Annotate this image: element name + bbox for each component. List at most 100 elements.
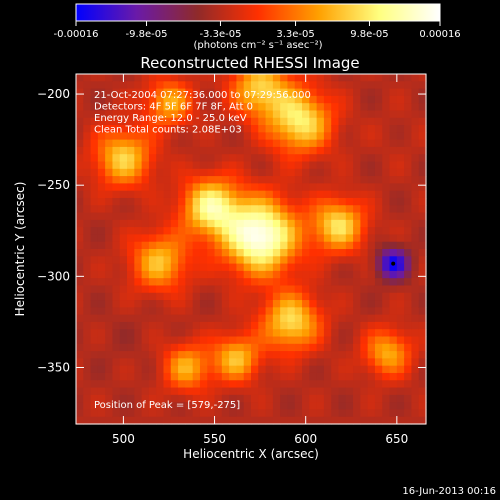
heatmap-cell xyxy=(396,161,405,170)
heatmap-cell xyxy=(294,139,303,148)
heatmap-cell xyxy=(243,117,252,126)
heatmap-cell xyxy=(127,234,135,243)
heatmap-cell xyxy=(178,343,186,352)
heatmap-cell xyxy=(236,365,245,374)
heatmap-cell xyxy=(105,103,114,112)
heatmap-cell xyxy=(251,212,259,221)
heatmap-cell xyxy=(418,263,427,272)
heatmap-cell xyxy=(163,205,172,214)
heatmap-cell xyxy=(199,205,208,214)
heatmap-cell xyxy=(199,278,208,287)
heatmap-cell xyxy=(127,74,135,82)
heatmap-cell xyxy=(185,292,194,301)
heatmap-cell xyxy=(134,161,143,170)
heatmap-cell xyxy=(207,263,216,272)
heatmap-cell xyxy=(280,321,289,330)
heatmap-cell xyxy=(396,154,405,163)
heatmap-cell xyxy=(404,307,413,316)
heatmap-cell xyxy=(418,117,427,126)
heatmap-cell xyxy=(192,227,201,236)
heatmap-cell xyxy=(411,307,420,316)
heatmap-cell xyxy=(90,336,99,345)
heatmap-cell xyxy=(404,270,413,279)
heatmap-cell xyxy=(141,168,150,177)
heatmap-cell xyxy=(90,402,99,411)
heatmap-cell xyxy=(374,88,383,97)
heatmap-cell xyxy=(272,139,281,148)
heatmap-cell xyxy=(127,125,135,133)
heatmap-cell xyxy=(192,81,201,90)
heatmap-cell xyxy=(97,88,106,97)
heatmap-cell xyxy=(367,205,376,214)
heatmap-cell xyxy=(236,387,245,396)
heatmap-cell xyxy=(382,285,391,294)
heatmap-cell xyxy=(134,278,143,287)
heatmap-cell xyxy=(396,227,405,236)
heatmap-cell xyxy=(199,132,208,141)
heatmap-cell xyxy=(156,380,165,389)
heatmap-cell xyxy=(119,117,128,126)
heatmap-cell xyxy=(404,227,413,236)
heatmap-cell xyxy=(265,88,274,97)
heatmap-cell xyxy=(207,95,216,104)
heatmap-cell xyxy=(119,227,128,236)
heatmap-cell xyxy=(367,249,376,257)
heatmap-cell xyxy=(185,234,194,243)
heatmap-cell xyxy=(134,241,143,250)
heatmap-cell xyxy=(353,380,361,389)
heatmap-cell xyxy=(119,249,128,257)
heatmap-cell xyxy=(280,103,289,112)
heatmap-cell xyxy=(331,212,340,221)
colorbar-tick-label: -0.00016 xyxy=(54,29,99,40)
heatmap-cell xyxy=(243,241,252,250)
heatmap-cell xyxy=(163,351,172,359)
heatmap-cell xyxy=(251,380,259,389)
heatmap-cell xyxy=(309,161,318,170)
heatmap-cell xyxy=(134,307,143,316)
heatmap-cell xyxy=(199,402,208,411)
heatmap-cell xyxy=(309,168,318,177)
heatmap-cell xyxy=(338,212,347,221)
heatmap-cell xyxy=(199,168,208,177)
heatmap-cell xyxy=(236,197,245,206)
info-line: Energy Range: 12.0 - 25.0 keV xyxy=(94,113,247,124)
heatmap-cell xyxy=(192,117,201,126)
heatmap-cell xyxy=(214,263,223,272)
heatmap-cell xyxy=(396,292,405,301)
heatmap-cell xyxy=(207,205,216,214)
heatmap-cell xyxy=(280,292,289,301)
heatmap-cell xyxy=(199,263,208,272)
colorbar-tick-label: -3.3e-05 xyxy=(199,29,241,40)
heatmap-cell xyxy=(389,219,398,228)
heatmap-cell xyxy=(404,263,413,272)
heatmap-cell xyxy=(221,205,230,214)
heatmap-cell xyxy=(185,285,194,294)
heatmap-cell xyxy=(331,292,340,301)
heatmap-cell xyxy=(156,256,165,265)
heatmap-cell xyxy=(345,212,354,221)
heatmap-cell xyxy=(265,212,274,221)
heatmap-cell xyxy=(280,212,289,221)
heatmap-cell xyxy=(418,402,427,411)
heatmap-cell xyxy=(316,314,325,323)
heatmap-cell xyxy=(418,336,427,345)
heatmap-cell xyxy=(97,139,106,148)
heatmap-cell xyxy=(141,329,150,338)
heatmap-cell xyxy=(345,336,354,345)
heatmap-cell xyxy=(404,300,413,308)
heatmap-cell xyxy=(389,278,398,287)
heatmap-cell xyxy=(229,183,238,192)
heatmap-cell xyxy=(97,132,106,141)
heatmap-cell xyxy=(338,227,347,236)
heatmap-cell xyxy=(258,81,267,90)
heatmap-cell xyxy=(338,416,347,425)
heatmap-cell xyxy=(287,358,296,367)
heatmap-cell xyxy=(404,394,413,403)
heatmap-cell xyxy=(345,285,354,294)
heatmap-cell xyxy=(236,336,245,345)
heatmap-cell xyxy=(112,117,121,126)
heatmap-cell xyxy=(163,343,172,352)
heatmap-cell xyxy=(294,197,303,206)
heatmap-cell xyxy=(170,110,179,119)
heatmap-cell xyxy=(148,343,157,352)
